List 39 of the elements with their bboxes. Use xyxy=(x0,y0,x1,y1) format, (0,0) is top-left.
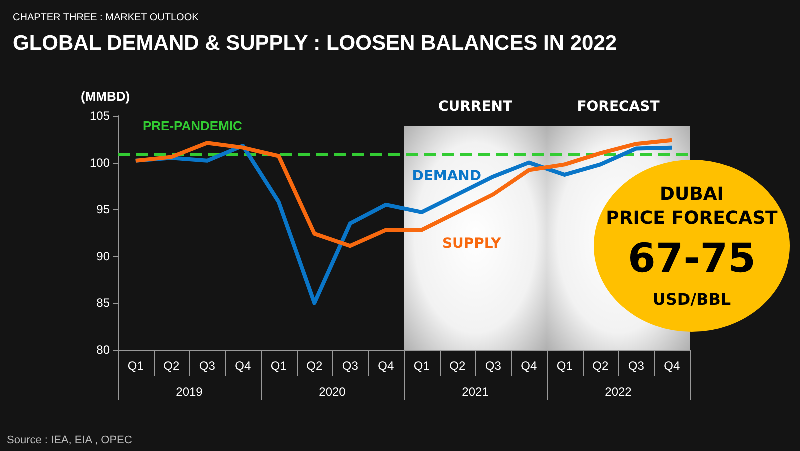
x-tick-label: Q3 xyxy=(342,359,359,373)
text: CURRENT xyxy=(438,99,513,115)
y-tick-label: 95 xyxy=(96,202,110,217)
text: 2020 xyxy=(319,385,346,399)
x-tick-label: Q4 xyxy=(664,359,680,373)
x-tick-label: Q2 xyxy=(164,359,180,373)
x-tick-label: Q3 xyxy=(485,359,502,373)
y-tick-label: 80 xyxy=(96,343,110,357)
x-tick-label: Q3 xyxy=(628,359,645,373)
x-tick-label: Q1 xyxy=(414,359,430,373)
x-tick-label: Q4 xyxy=(235,359,252,373)
text: FORECAST xyxy=(577,99,660,115)
annotation: PRICE FORECAST xyxy=(605,208,779,229)
x-tick-label: Q1 xyxy=(556,359,574,373)
y-tick-label: 105 xyxy=(90,109,110,123)
text: 2022 xyxy=(605,385,632,399)
annotation: 67-75 xyxy=(627,236,757,282)
x-tick-label: Q4 xyxy=(521,359,538,373)
y-tick-label: 100 xyxy=(90,156,110,170)
y-axis-title: (MMBD) xyxy=(81,89,130,104)
y-tick-label: 90 xyxy=(96,249,110,264)
x-tick-label: Q2 xyxy=(306,359,323,373)
x-tick-label: Q2 xyxy=(592,359,609,373)
series-label: DEMAND xyxy=(412,168,482,184)
x-tick-label: Q3 xyxy=(199,359,216,373)
text: 2019 xyxy=(176,385,204,399)
chart-subtitle: CHAPTER THREE : MARKET OUTLOOK xyxy=(13,12,200,24)
x-tick-label: Q2 xyxy=(450,359,466,373)
x-tick-label: Q1 xyxy=(128,359,144,373)
annotation: DUBAI xyxy=(659,184,725,205)
y-tick-label: 85 xyxy=(96,296,110,310)
text: 2021 xyxy=(462,385,490,399)
series-label: SUPPLY xyxy=(442,236,502,252)
ref-line-label: PRE-PANDEMIC xyxy=(143,118,244,134)
x-tick-label: Q1 xyxy=(270,359,288,373)
annotation: USD/BBL xyxy=(652,290,732,309)
source-note: Source : IEA, EIA , OPEC xyxy=(7,434,132,446)
x-tick-label: Q4 xyxy=(378,359,394,373)
chart-title: GLOBAL DEMAND & SUPPLY : LOOSEN BALANCES IN 2022 xyxy=(13,32,618,55)
